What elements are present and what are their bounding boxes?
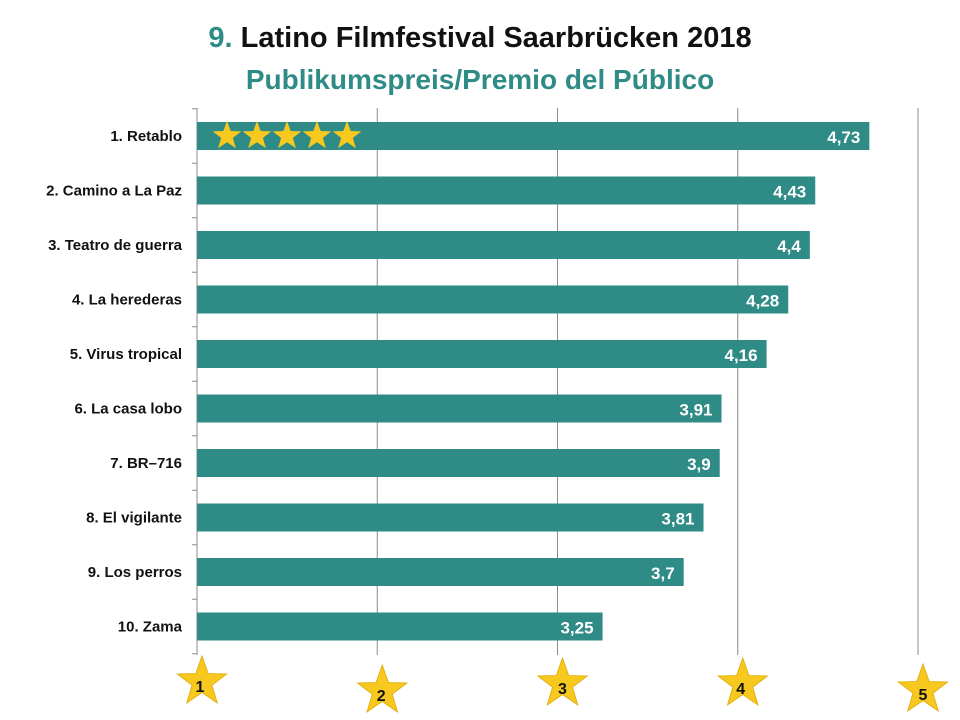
category-label: 10. Zama [118, 619, 183, 636]
value-label: 3,91 [679, 401, 712, 420]
axis-star-icon [176, 654, 228, 705]
rating-star-icon [272, 121, 302, 149]
value-label: 3,9 [687, 455, 711, 474]
rating-star-icon [242, 121, 272, 149]
chart-title-number: 9. [208, 22, 233, 54]
x-tick-label: 1 [196, 679, 205, 696]
chart-title-text: Latino Filmfestival Saarbrücken 2018 [240, 22, 752, 54]
value-label: 3,81 [661, 510, 694, 529]
axis-star-icon [536, 656, 589, 707]
bar [197, 503, 704, 532]
bar [197, 231, 810, 259]
rating-star-icon [302, 121, 332, 149]
category-label: 5. Virus tropical [70, 346, 182, 363]
category-label: 2. Camino a La Paz [46, 183, 182, 200]
value-label: 4,16 [724, 346, 757, 365]
bar [197, 285, 789, 314]
category-label: 7. BR–716 [110, 455, 182, 472]
bar [197, 340, 767, 368]
bar [197, 558, 684, 586]
x-tick-label: 4 [736, 681, 745, 698]
value-label: 3,25 [560, 619, 593, 638]
category-label: 1. Retablo [110, 128, 182, 145]
rating-stars [212, 121, 362, 149]
x-axis-ticks: 1 2 3 4 5 [176, 654, 949, 714]
chart-title: 9. Latino Filmfestival Saarbrücken 2018 [0, 22, 960, 55]
axis-star-icon [897, 662, 949, 713]
value-label: 4,43 [773, 183, 806, 202]
rating-star-icon [332, 121, 362, 149]
bars [197, 122, 870, 641]
chart-subtitle: Publikumspreis/Premio del Público [245, 64, 715, 95]
value-label: 3,7 [651, 564, 675, 583]
category-label: 4. La herederas [72, 292, 182, 309]
x-tick-label: 2 [377, 688, 386, 705]
axis-star-icon [716, 656, 769, 707]
bar [197, 394, 722, 423]
bar [197, 122, 870, 150]
value-label: 4,4 [777, 237, 801, 256]
x-tick-label: 3 [558, 681, 567, 698]
axis-star-icon [356, 663, 409, 714]
category-label: 9. Los perros [88, 564, 182, 581]
category-labels: 1. Retablo 2. Camino a La Paz 3. Teatro de… [46, 128, 183, 636]
category-label: 3. Teatro de guerra [48, 237, 183, 254]
value-label: 4,73 [827, 128, 860, 147]
rating-star-icon [212, 121, 242, 149]
value-labels: 4,73 4,43 4,4 4,28 4,16 3,91 3,9 3,81 3,7 3,25 [560, 128, 860, 638]
bar [197, 449, 720, 477]
bar [197, 176, 816, 205]
category-label: 6. La casa lobo [74, 401, 182, 418]
x-tick-label: 5 [919, 687, 928, 704]
category-label: 8. El vigilante [86, 510, 182, 527]
value-label: 4,28 [746, 292, 779, 311]
bar [197, 612, 603, 641]
